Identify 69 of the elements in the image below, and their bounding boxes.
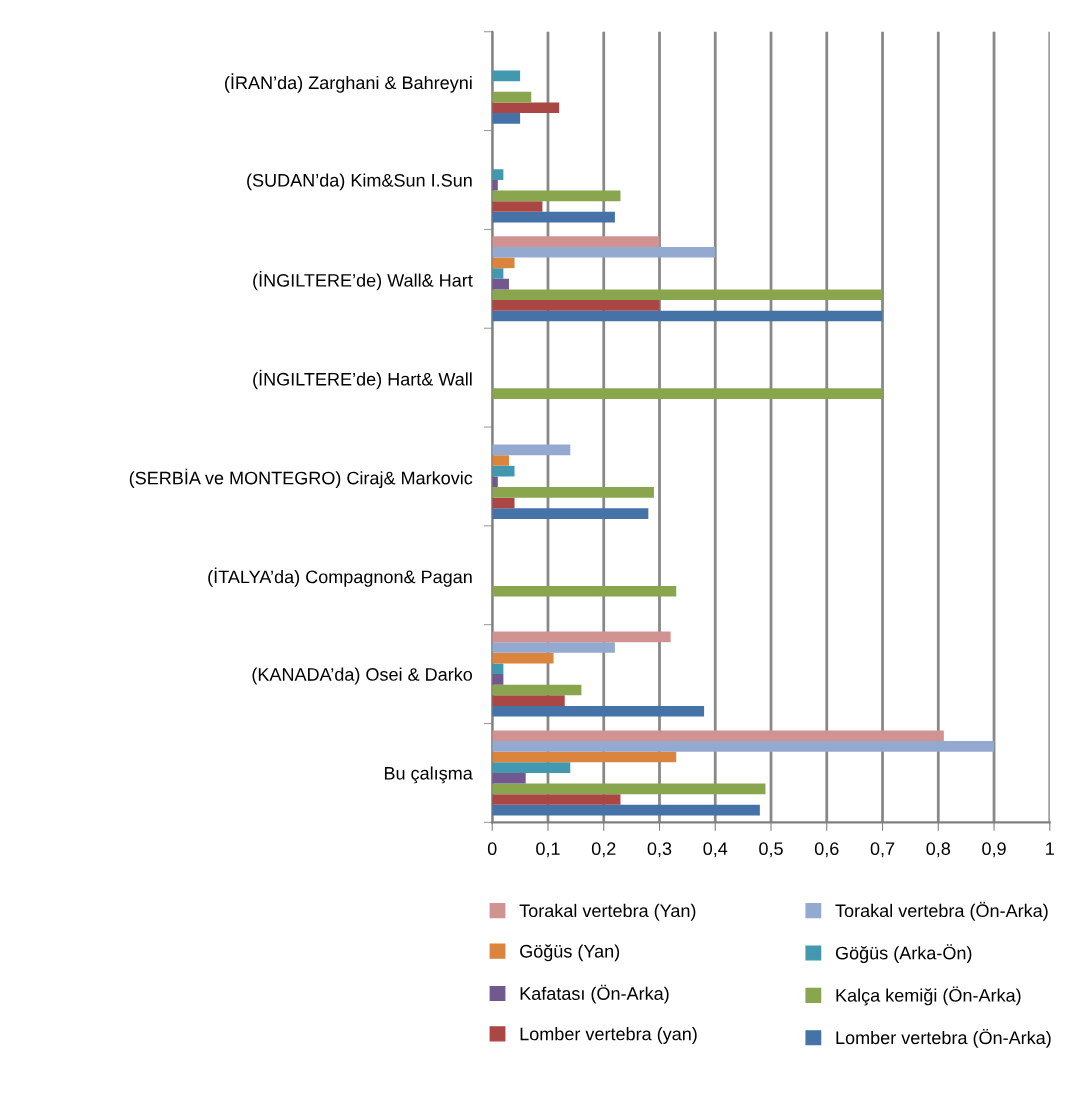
bar <box>492 70 521 82</box>
bar <box>492 289 883 301</box>
bar <box>492 751 677 763</box>
y-tick-label: (İNGILTERE’de) Hart& Wall <box>253 369 472 390</box>
bar <box>492 652 554 664</box>
legend-label: Torakal vertebra (Ön-Arka) <box>835 901 1048 921</box>
x-tick-label: 0,3 <box>647 842 672 858</box>
legend-label: Göğüs (Yan) <box>520 944 620 962</box>
bar <box>492 455 509 466</box>
legend-label: Kalça kemiği (Ön-Arka) <box>836 986 1021 1006</box>
x-tick-label: 0,5 <box>759 842 783 858</box>
bar <box>492 772 526 784</box>
y-tick-label: (KANADA’da) Osei & Darko <box>252 667 473 685</box>
bar <box>492 631 671 643</box>
bar <box>492 497 515 509</box>
legend-label: Kafatası (Ön-Arka) <box>520 984 669 1004</box>
y-tick-label: (İTALYA’da) Compagnon& Pagan <box>208 567 472 587</box>
bar <box>492 487 654 498</box>
legend-label: Torakal vertebra (Yan) <box>519 903 696 921</box>
bar <box>492 236 660 247</box>
bar <box>492 310 883 322</box>
bar <box>492 663 504 675</box>
bar <box>492 465 515 477</box>
bar <box>492 674 504 685</box>
bar <box>492 684 582 696</box>
legend-label: Lomber vertebra (yan) <box>520 1027 697 1044</box>
bar <box>492 201 543 212</box>
x-tick-label: 0,7 <box>870 842 895 858</box>
bar <box>492 444 571 456</box>
bar <box>492 179 498 191</box>
bar <box>492 190 621 202</box>
bar <box>492 783 766 795</box>
bar <box>492 695 565 706</box>
bar <box>492 102 560 114</box>
bar <box>492 730 944 742</box>
x-tick-label: 1 <box>1046 842 1054 855</box>
bar <box>492 388 883 399</box>
x-tick-label: 0 <box>487 842 497 856</box>
bar <box>492 91 532 103</box>
bar <box>492 585 677 597</box>
bar <box>492 246 716 258</box>
bar <box>492 794 621 805</box>
bar <box>492 268 504 279</box>
legend-label: Lomber vertebra (Ön-Arka) <box>836 1028 1051 1048</box>
x-tick-label: 0,8 <box>926 842 951 858</box>
bar <box>492 476 498 488</box>
bar <box>492 741 995 752</box>
x-tick-label: 0,1 <box>536 842 560 858</box>
x-tick-label: 0,2 <box>591 842 616 858</box>
bar <box>492 804 760 816</box>
legend-label: Göğüs (Arka-Ön) <box>835 944 972 964</box>
bar <box>492 113 521 124</box>
bar <box>492 300 660 311</box>
bar <box>492 257 515 269</box>
bar <box>492 169 504 180</box>
bar <box>492 508 649 519</box>
y-tick-label: (SUDAN’da) Kim&Sun I.Sun <box>247 173 472 191</box>
bar <box>492 642 615 653</box>
bar <box>492 278 509 290</box>
y-tick-label: (İRAN’da) Zarghani & Bahreyni <box>225 73 472 93</box>
y-tick-label: (SERBİA ve MONTEGRO) Ciraj& Markovic <box>129 468 473 489</box>
bar <box>492 211 615 223</box>
y-tick-label: (İNGILTERE’de) Wall& Hart <box>253 271 473 291</box>
y-tick-label: Bu çalışma <box>384 766 473 784</box>
x-tick-label: 0,4 <box>703 842 728 858</box>
x-tick-label: 0,9 <box>982 842 1006 858</box>
x-tick-label: 0,6 <box>814 842 839 858</box>
bar <box>492 705 705 717</box>
bar <box>492 762 571 773</box>
